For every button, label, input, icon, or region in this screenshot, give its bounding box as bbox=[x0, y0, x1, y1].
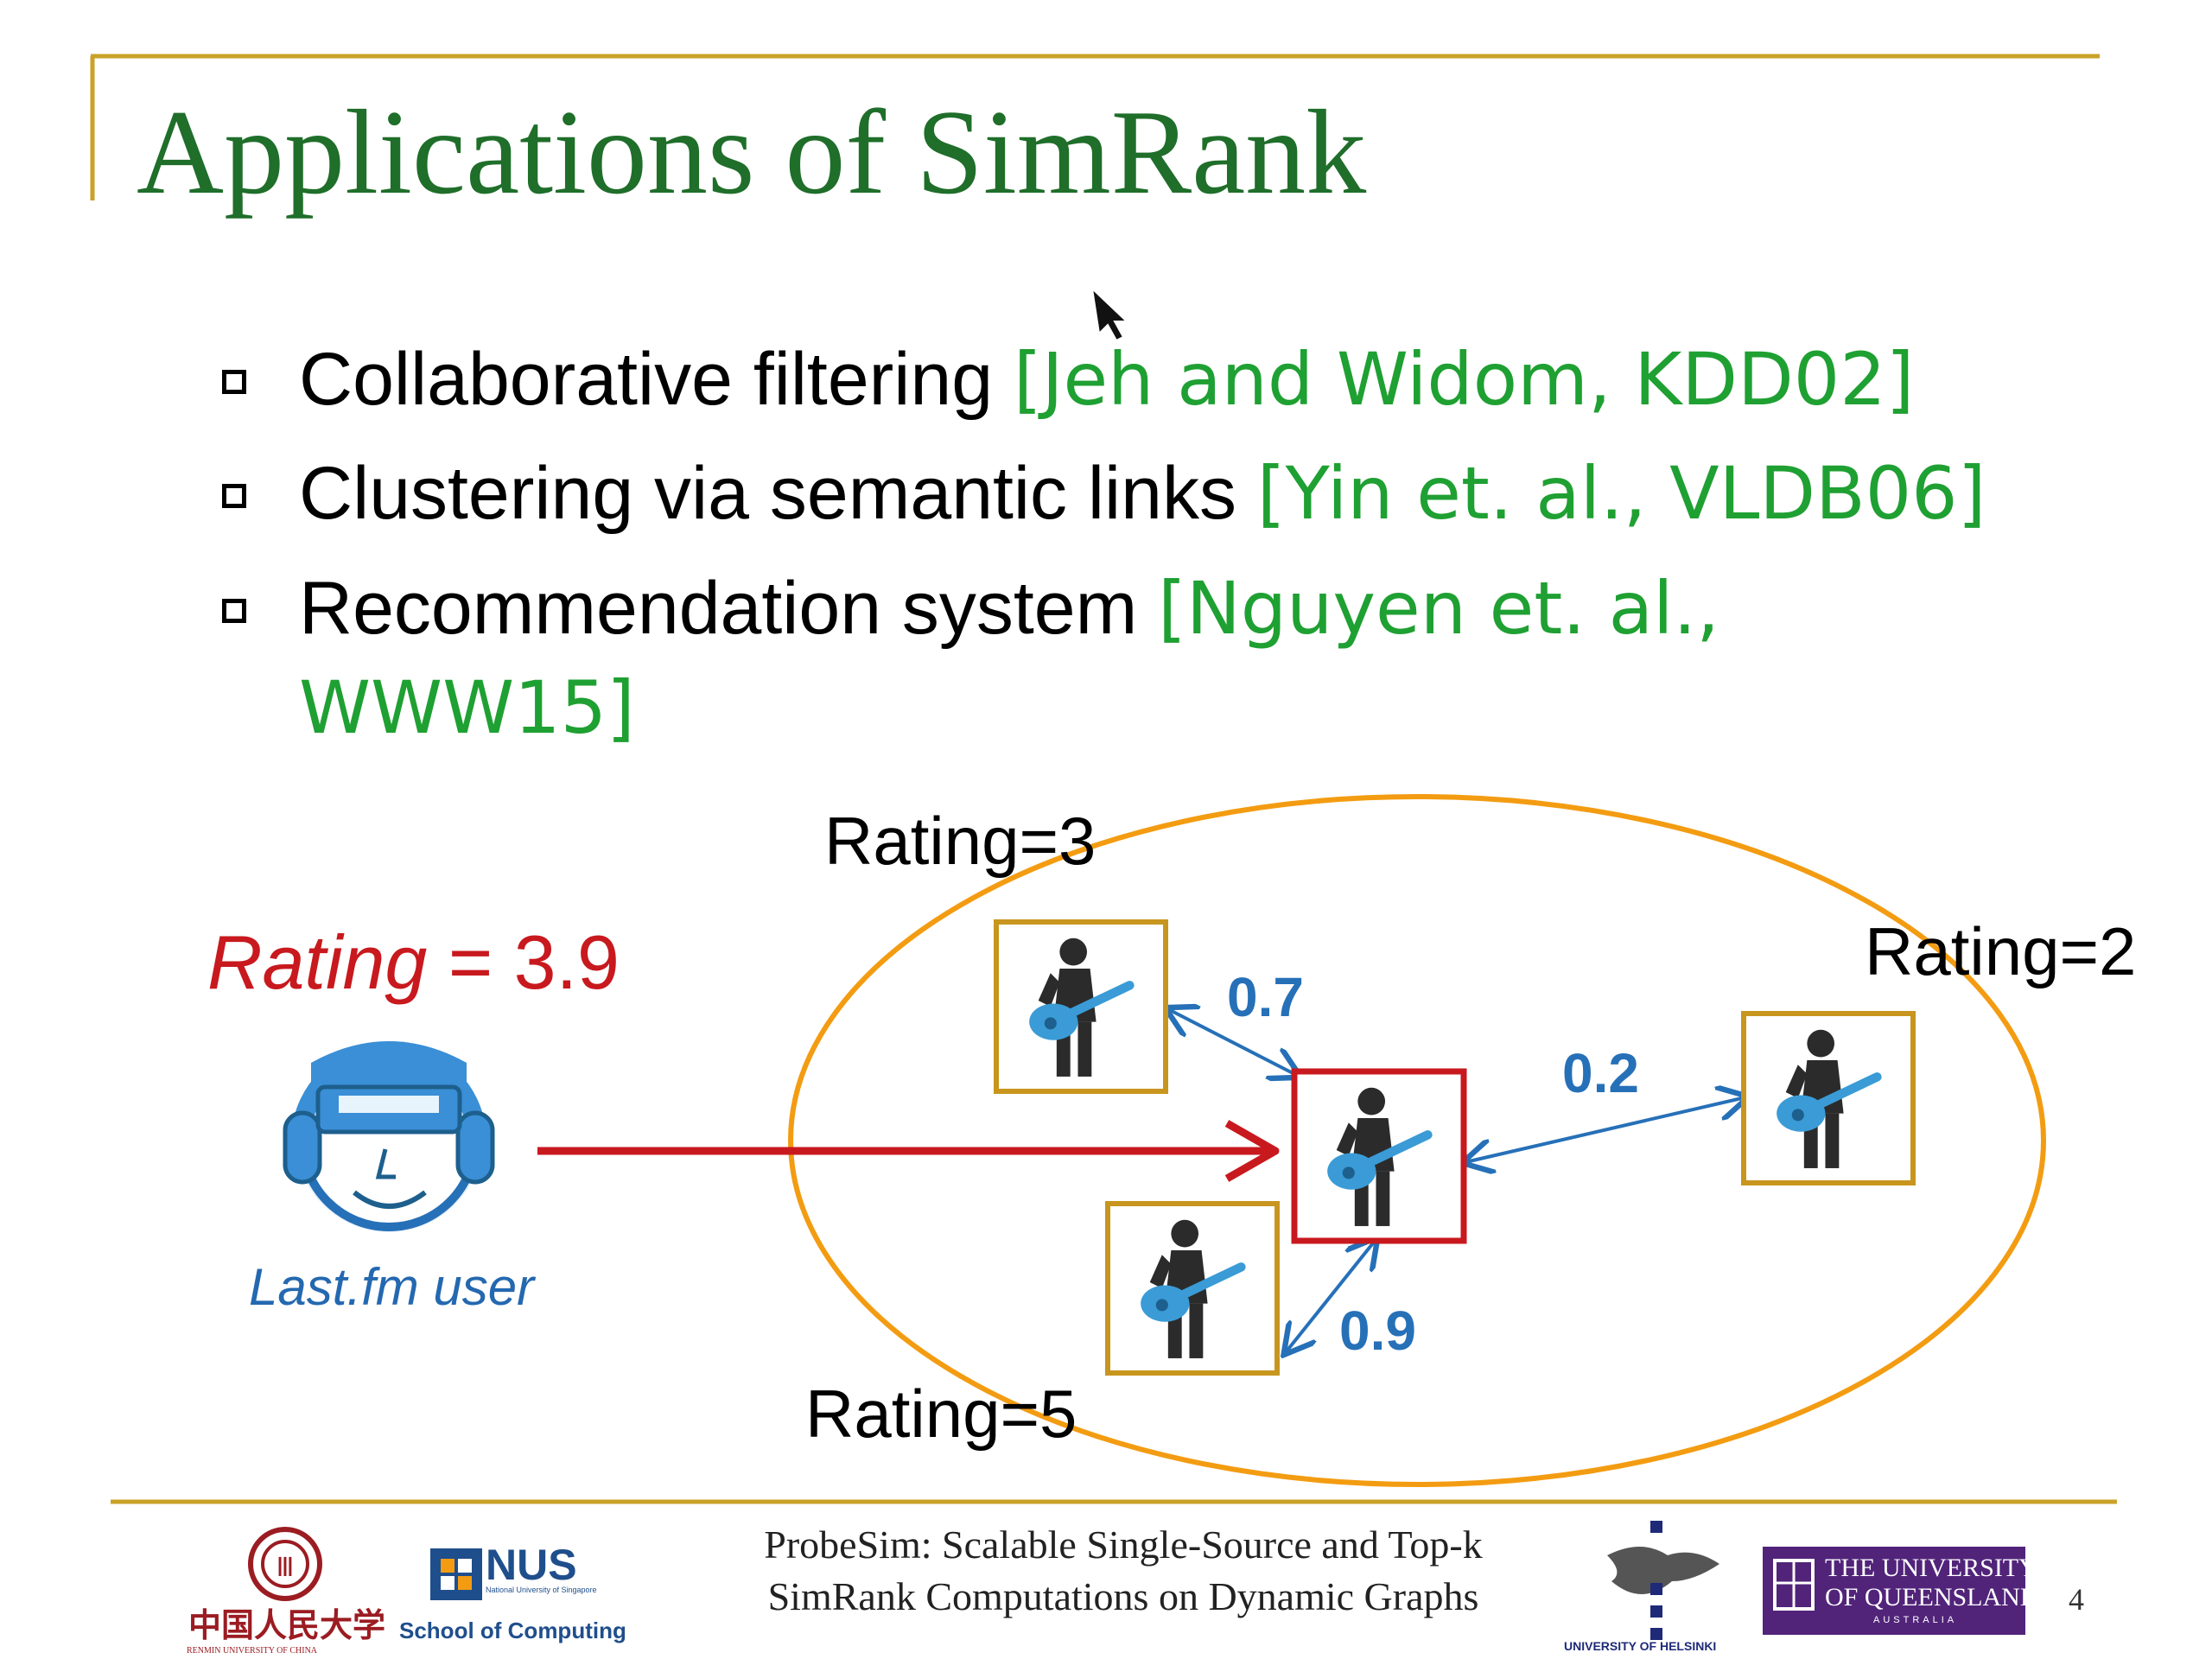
footer-title-line: ProbeSim: Scalable Single-Source and Top… bbox=[764, 1522, 1483, 1567]
nus-logo-text: NUS bbox=[486, 1541, 577, 1589]
page-number: 4 bbox=[2069, 1582, 2084, 1617]
bullet-square-icon bbox=[222, 370, 246, 394]
edge-weight-label: 0.9 bbox=[1339, 1300, 1416, 1362]
footer-title-line: SimRank Computations on Dynamic Graphs bbox=[767, 1573, 1479, 1618]
rating-label-node-2: Rating=2 bbox=[1865, 913, 2137, 989]
footer-paper-title: ProbeSim: Scalable Single-Source and Top… bbox=[683, 1519, 1564, 1623]
nus-crest-logo bbox=[430, 1548, 482, 1600]
headphone-user-icon bbox=[283, 1041, 495, 1232]
bullet-text: Collaborative filtering bbox=[299, 338, 1014, 421]
bullet-text: Clustering via semantic links bbox=[299, 452, 1257, 535]
user-caption: Last.fm user bbox=[249, 1258, 535, 1316]
mouse-cursor-icon bbox=[1090, 286, 1129, 342]
helsinki-logo bbox=[1607, 1521, 1719, 1640]
user-arrow-head bbox=[1224, 1120, 1280, 1182]
bullet-square-icon bbox=[222, 484, 246, 508]
edge-weight-label: 0.7 bbox=[1227, 966, 1304, 1028]
nus-logo-sub: National University of Singapore bbox=[486, 1586, 597, 1594]
rating-label-node-5: Rating=5 bbox=[805, 1376, 1077, 1452]
bullet-citation: [Jeh and Widom, KDD02] bbox=[1013, 337, 1915, 422]
nus-school-text: School of Computing bbox=[399, 1618, 626, 1643]
edge-0.7 bbox=[1168, 1009, 1298, 1076]
user-rating-word: Rating bbox=[207, 919, 428, 1005]
bullet-square-icon bbox=[222, 599, 246, 623]
uq-logo-line2: OF QUEENSLAND bbox=[1825, 1583, 2039, 1611]
edge-0.9 bbox=[1286, 1240, 1376, 1352]
bullet-citation: [Nguyen et. al., bbox=[1158, 566, 1719, 651]
neighborhood-ellipse bbox=[788, 794, 2046, 1487]
renmin-logo-cn: 中国人民大学 bbox=[188, 1605, 386, 1644]
uq-logo bbox=[1763, 1547, 2025, 1635]
bullet-citation: [Yin et. al., VLDB06] bbox=[1256, 451, 1986, 536]
bullet-citation-cont: WWW15] bbox=[299, 665, 635, 750]
rating-label-node-3: Rating=3 bbox=[824, 803, 1096, 879]
node-rating-3 bbox=[994, 919, 1168, 1094]
node-rating-2 bbox=[1741, 1011, 1916, 1185]
edge-0.2 bbox=[1465, 1097, 1745, 1162]
user-rating-label: Rating = 3.9 bbox=[207, 925, 620, 1001]
slide-title: Applications of SimRank bbox=[137, 86, 1367, 219]
uq-logo-line1: THE UNIVERSITY bbox=[1825, 1554, 2037, 1582]
svg-text:Ⅲ: Ⅲ bbox=[276, 1553, 295, 1583]
edge-weight-label: 0.2 bbox=[1562, 1042, 1639, 1104]
renmin-logo-en: RENMIN UNIVERSITY OF CHINA bbox=[187, 1646, 318, 1656]
target-node bbox=[1291, 1068, 1467, 1244]
uq-logo-line3: AUSTRALIA bbox=[1873, 1615, 1958, 1625]
bullet-text: Recommendation system bbox=[299, 567, 1159, 650]
node-rating-5 bbox=[1105, 1201, 1280, 1376]
helsinki-logo-text: UNIVERSITY OF HELSINKI bbox=[1564, 1639, 1717, 1653]
renmin-seal-logo: Ⅲ bbox=[248, 1527, 322, 1601]
user-rating-value: = 3.9 bbox=[427, 919, 620, 1005]
